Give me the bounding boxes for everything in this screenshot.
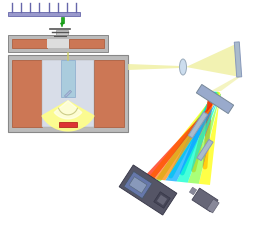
FancyBboxPatch shape [94,60,124,127]
Polygon shape [143,94,221,179]
FancyBboxPatch shape [42,60,94,127]
FancyBboxPatch shape [56,30,68,44]
Polygon shape [124,171,152,199]
Polygon shape [189,187,197,195]
Polygon shape [60,17,63,23]
Polygon shape [196,84,234,114]
Polygon shape [199,94,221,185]
Polygon shape [207,199,219,213]
Polygon shape [64,90,71,97]
FancyBboxPatch shape [61,60,75,97]
FancyBboxPatch shape [69,39,104,48]
Polygon shape [188,94,221,184]
Polygon shape [42,101,94,131]
Polygon shape [54,101,82,119]
Polygon shape [154,192,170,208]
Polygon shape [192,188,218,212]
Polygon shape [176,94,221,183]
FancyBboxPatch shape [12,60,42,127]
FancyBboxPatch shape [47,39,69,48]
Polygon shape [186,42,240,77]
FancyBboxPatch shape [8,35,108,52]
FancyBboxPatch shape [8,13,80,16]
Polygon shape [128,64,180,70]
FancyBboxPatch shape [8,55,128,132]
FancyBboxPatch shape [12,39,47,48]
Polygon shape [197,139,213,161]
Polygon shape [119,165,177,215]
Polygon shape [60,23,63,27]
Polygon shape [165,94,221,182]
Polygon shape [129,177,147,193]
Polygon shape [154,94,221,180]
Ellipse shape [180,59,187,75]
Polygon shape [211,77,240,91]
Polygon shape [234,42,242,77]
FancyBboxPatch shape [59,122,77,127]
Polygon shape [188,112,208,138]
Polygon shape [156,194,167,206]
